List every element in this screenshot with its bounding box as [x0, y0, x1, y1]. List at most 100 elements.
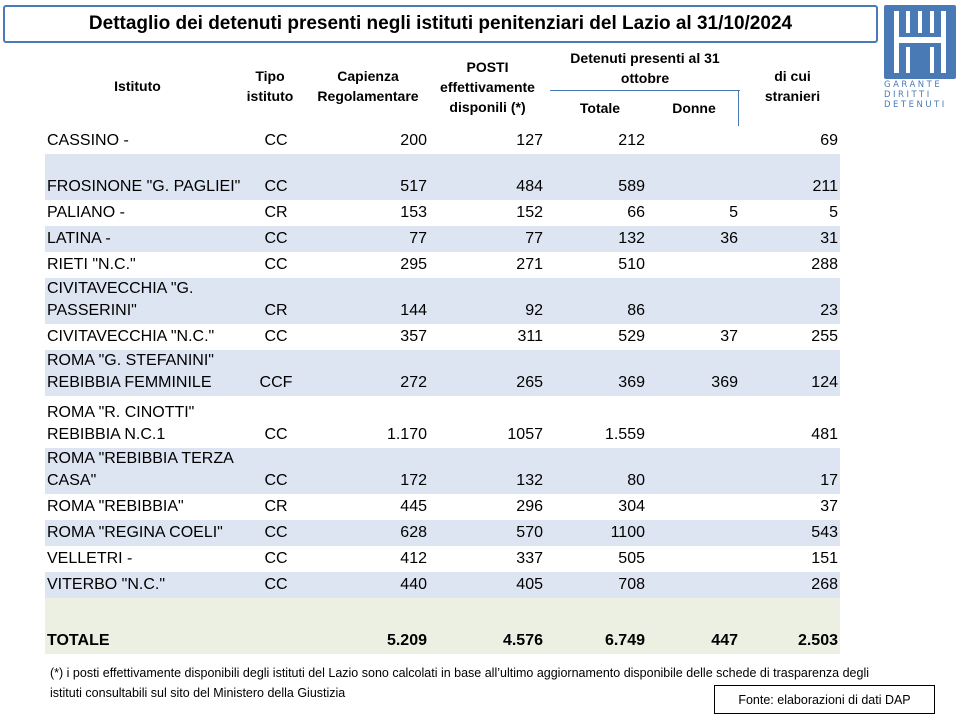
cell-capienza: 1.170 [386, 426, 427, 443]
cell-capienza: 77 [409, 230, 427, 247]
cell-stranieri: 481 [811, 426, 838, 443]
header-capienza: Capienza Regolamentare [317, 67, 419, 104]
header-totale: Totale [579, 100, 621, 116]
cell-totale: 1100 [610, 524, 645, 541]
cell-totale: 505 [618, 550, 645, 567]
cell-donne: 37 [720, 328, 738, 345]
cell-istituto: PALIANO - [47, 204, 125, 221]
cell-posti: 152 [516, 204, 543, 221]
cell-capienza: 517 [400, 178, 427, 195]
cell-capienza: 272 [400, 374, 427, 391]
header-istituto: Istituto [114, 77, 161, 94]
table-row: PALIANO - CR 153 152 66 5 5 [45, 200, 840, 226]
garante-logo-icon [884, 5, 956, 79]
table-row: ROMA "REBIBBIA TERZA CASA" CC 172 132 80… [45, 448, 840, 494]
cell-stranieri: 69 [820, 132, 838, 149]
cell-totale: 212 [618, 132, 645, 149]
cell-donne: 369 [711, 374, 738, 391]
cell-totale: 589 [618, 178, 645, 195]
cell-totale: 369 [618, 374, 645, 391]
footnote: (*) i posti effettivamente disponibili d… [50, 666, 869, 700]
cell-posti: 570 [516, 524, 543, 541]
cell-posti: 77 [525, 230, 543, 247]
cell-totale: 1.559 [604, 426, 645, 443]
cell-totale: 708 [618, 576, 645, 593]
table-row: VITERBO "N.C." CC 440 405 708 268 [45, 572, 840, 598]
header-divider [550, 90, 740, 91]
cell-posti: 271 [516, 256, 543, 273]
cell-tipo: CR [264, 204, 288, 221]
cell-stranieri: 31 [820, 230, 838, 247]
cell-tipo: CC [264, 426, 288, 443]
table-total-row: TOTALE 5.209 4.576 6.749 447 2.503 [45, 598, 840, 654]
cell-tipo: CC [264, 230, 288, 247]
cell-istituto: TOTALE [47, 632, 110, 649]
cell-istituto: CIVITAVECCHIA "G. PASSERINI" [47, 280, 194, 319]
header-divider-vertical [738, 90, 739, 126]
table-row: CIVITAVECCHIA "G. PASSERINI" CR 144 92 8… [45, 278, 840, 324]
table-row: ROMA "REBIBBIA" CR 445 296 304 37 [45, 494, 840, 520]
cell-stranieri: 255 [811, 328, 838, 345]
table-row: CASSINO - CC 200 127 212 69 [45, 129, 840, 154]
cell-posti: 405 [516, 576, 543, 593]
cell-stranieri: 288 [811, 256, 838, 273]
table-row: LATINA - CC 77 77 132 36 31 [45, 226, 840, 252]
table-row: ROMA "G. STEFANINI" REBIBBIA FEMMINILE C… [45, 350, 840, 396]
page-title: Dettaglio dei detenuti presenti negli is… [3, 5, 878, 43]
cell-stranieri: 37 [820, 498, 838, 515]
table-row: VELLETRI - CC 412 337 505 151 [45, 546, 840, 572]
cell-tipo: CCF [259, 374, 293, 391]
table-header: Istituto Tipo istituto Capienza Regolame… [45, 48, 840, 128]
cell-tipo: CC [264, 132, 288, 149]
cell-istituto: ROMA "REGINA COELI" [47, 524, 223, 541]
logo-line-2: DIRITTI [884, 90, 932, 100]
cell-stranieri: 268 [811, 576, 838, 593]
table-row: CIVITAVECCHIA "N.C." CC 357 311 529 37 2… [45, 324, 840, 350]
cell-istituto: LATINA - [47, 230, 111, 247]
cell-tipo: CC [264, 524, 288, 541]
cell-stranieri: 23 [820, 302, 838, 319]
cell-tipo: CC [264, 328, 288, 345]
logo-line-1: GARANTE [884, 80, 943, 90]
cell-stranieri: 17 [820, 472, 838, 489]
cell-posti: 4.576 [502, 632, 543, 649]
cell-istituto: VITERBO "N.C." [47, 576, 166, 593]
cell-capienza: 295 [400, 256, 427, 273]
cell-stranieri: 211 [812, 178, 838, 195]
cell-donne: 447 [711, 632, 738, 649]
cell-totale: 66 [627, 204, 645, 221]
table-row: RIETI "N.C." CC 295 271 510 288 [45, 252, 840, 278]
cell-stranieri: 151 [811, 550, 838, 567]
cell-capienza: 445 [400, 498, 427, 515]
cell-totale: 132 [618, 230, 645, 247]
source-box: Fonte: elaborazioni di dati DAP [714, 685, 935, 714]
cell-totale: 86 [627, 302, 645, 319]
cell-istituto: FROSINONE "G. PAGLIEI" [47, 178, 241, 195]
cell-tipo: CC [264, 472, 288, 489]
logo-text: GARANTE DIRITTI DETENUTI [884, 80, 960, 110]
cell-tipo: CR [264, 302, 288, 319]
cell-donne: 36 [720, 230, 738, 247]
cell-totale: 529 [618, 328, 645, 345]
header-donne: Donne [672, 100, 716, 116]
cell-posti: 92 [525, 302, 543, 319]
cell-capienza: 440 [400, 576, 427, 593]
cell-tipo: CC [264, 550, 288, 567]
cell-posti: 311 [517, 328, 543, 345]
cell-stranieri: 124 [811, 374, 838, 391]
cell-capienza: 172 [400, 472, 427, 489]
cell-posti: 132 [516, 472, 543, 489]
cell-stranieri: 2.503 [797, 632, 838, 649]
cell-istituto: ROMA "R. CINOTTI" REBIBBIA N.C.1 [47, 404, 195, 443]
cell-istituto: RIETI "N.C." [47, 256, 136, 273]
cell-posti: 337 [516, 550, 543, 567]
cell-stranieri: 5 [829, 204, 838, 221]
cell-totale: 80 [627, 472, 645, 489]
header-tipo: Tipo istituto [246, 67, 294, 104]
cell-tipo: CC [264, 178, 288, 195]
table-row: FROSINONE "G. PAGLIEI" CC 517 484 589 21… [45, 154, 840, 200]
cell-totale: 6.749 [604, 632, 645, 649]
cell-posti: 127 [516, 132, 543, 149]
cell-tipo: CC [264, 576, 288, 593]
cell-posti: 296 [516, 498, 543, 515]
